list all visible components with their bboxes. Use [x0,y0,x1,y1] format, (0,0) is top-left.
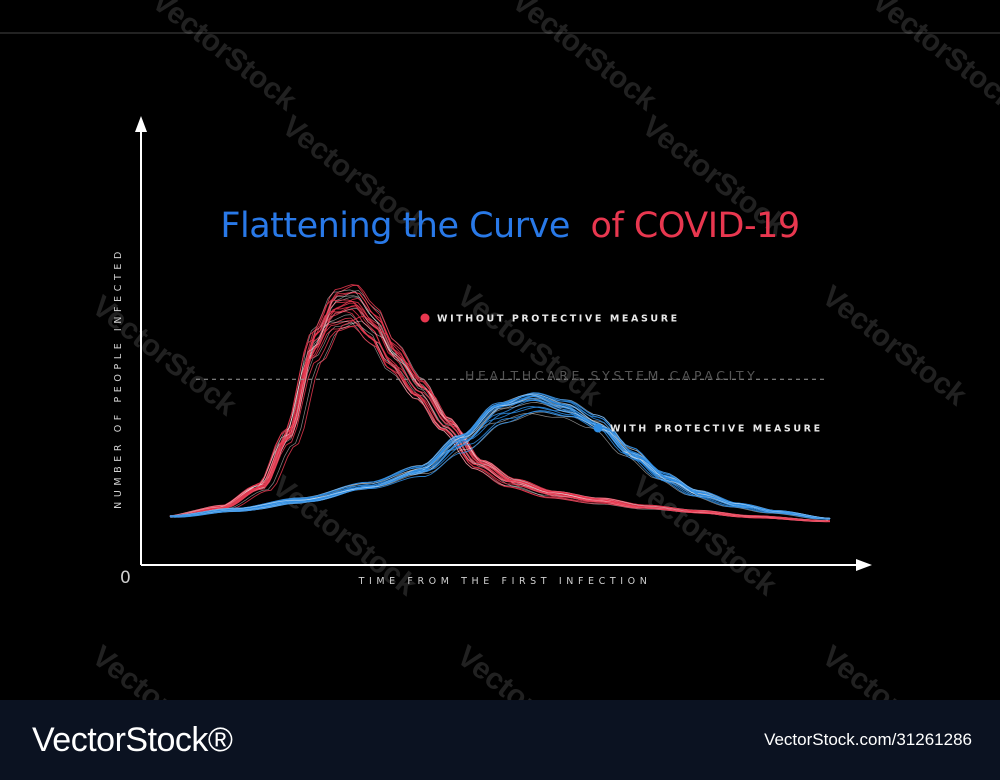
footer-logo: VectorStock® [32,720,233,759]
watermark-text: VectorStock [146,0,303,117]
watermark-text: VectorStock [451,640,608,700]
series-without-protective-measure [169,284,831,523]
wave-line [170,398,831,520]
wave-line [169,393,829,519]
watermark-text: VectorStock [506,0,663,117]
wave-line [169,392,831,519]
chart-stage: VectorStock VectorStock VectorStock VectorS… [0,0,1000,700]
watermark-text: VectorStock [866,0,1000,117]
chart-title: Flattening the Curve of COVID-19 [220,206,799,246]
title-part-2: of COVID-19 [591,206,800,246]
watermark-text: VectorStock [86,640,243,700]
wave-line [169,393,830,519]
wave-line [172,410,831,520]
title-part-1: Flattening the Curve [220,206,570,246]
wave-line [169,314,824,522]
origin-label: 0 [120,568,131,588]
wave-line [170,392,831,519]
watermark-text: VectorStock [816,640,973,700]
footer-bar: VectorStock® VectorStock.com/31261286 [0,700,1000,780]
wave-line [169,398,830,519]
wave-line [169,393,828,520]
capacity-label: HEALTHCARE SYSTEM CAPACITY [465,368,758,383]
watermark-text: VectorStock [816,280,973,413]
watermark-text: VectorStock [451,280,608,413]
footer-credit: VectorStock.com/31261286 [764,730,972,749]
y-axis-arrow-icon [135,116,147,132]
wave-line [177,315,831,523]
x-axis-label: TIME FROM THE FIRST INFECTION [358,576,652,587]
legend-label-without: WITHOUT PROTECTIVE MEASURE [437,314,680,325]
watermark-text: VectorStock [86,290,243,423]
wave-line [169,394,828,520]
wave-line [171,396,831,520]
chart-svg: VectorStock VectorStock VectorStock VectorS… [0,0,1000,700]
x-axis-arrow-icon [856,559,872,571]
legend-dot-with [593,423,603,433]
watermark-layer: VectorStock VectorStock VectorStock VectorS… [86,0,1000,700]
y-axis-label: NUMBER OF PEOPLE INFECTED [113,247,124,509]
wave-line [169,392,830,519]
series-with-protective-measure [169,392,831,520]
legend-label-with: WITH PROTECTIVE MEASURE [610,424,823,435]
legend-dot-without [420,313,430,323]
wave-line [169,393,830,519]
wave-layer [169,284,831,523]
